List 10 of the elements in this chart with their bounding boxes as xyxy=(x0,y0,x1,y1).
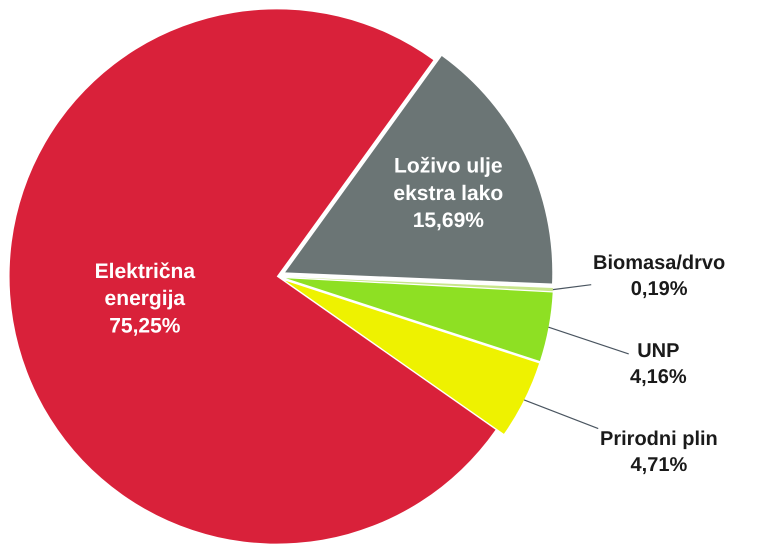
slice-label: Električna energija xyxy=(94,260,196,310)
slice-label: Prirodni plin xyxy=(600,428,718,450)
slice-label: UNP xyxy=(637,340,680,362)
data-label: 0,19% xyxy=(630,278,688,300)
slice-label: Biomasa/drvo xyxy=(593,252,726,274)
slice-label: Loživo ulje ekstra lako xyxy=(393,154,504,205)
data-label: 4,16% xyxy=(630,366,687,388)
data-label: 75,25% xyxy=(109,314,181,338)
data-label: 4,71% xyxy=(630,454,688,476)
data-label: 15,69% xyxy=(412,209,484,232)
